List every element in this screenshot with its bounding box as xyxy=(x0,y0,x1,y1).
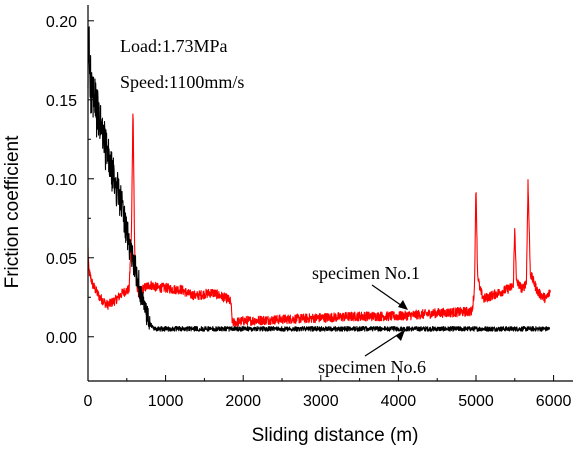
x-tick-label: 0 xyxy=(84,393,93,410)
series-line-specimen-1 xyxy=(87,113,551,328)
speed-annotation: Speed:1100mm/s xyxy=(120,72,244,92)
x-tick-label: 6000 xyxy=(536,393,572,410)
load-annotation: Load:1.73MPa xyxy=(120,36,228,56)
y-tick-label: 0.10 xyxy=(46,172,77,189)
y-tick-label: 0.00 xyxy=(46,330,77,347)
y-tick-label: 0.20 xyxy=(46,14,77,31)
x-tick-label: 2000 xyxy=(225,393,261,410)
x-tick-label: 4000 xyxy=(381,393,417,410)
x-tick-label: 1000 xyxy=(148,393,184,410)
y-axis-title: Friction coefficient xyxy=(2,135,23,288)
y-tick-label: 0.15 xyxy=(46,93,77,110)
specimen-1-arrowhead xyxy=(398,300,408,310)
specimen-1-label: specimen No.1 xyxy=(312,263,420,283)
axis-layer: 0 1000 2000 3000 4000 5000 6000 0.00 0.05 0.10 0.1… xyxy=(46,5,573,410)
x-tick-label: 3000 xyxy=(303,393,339,410)
specimen-6-label: specimen No.6 xyxy=(318,357,426,377)
series-layer xyxy=(87,26,551,332)
x-axis-title: Sliding distance (m) xyxy=(252,425,419,446)
y-tick-label: 0.05 xyxy=(46,251,77,268)
series-line-specimen-6 xyxy=(87,26,551,332)
specimen-1-arrow xyxy=(371,284,406,309)
x-tick-label: 5000 xyxy=(458,393,494,410)
specimen-6-arrowhead xyxy=(396,330,405,341)
specimen-6-arrow xyxy=(364,331,403,357)
